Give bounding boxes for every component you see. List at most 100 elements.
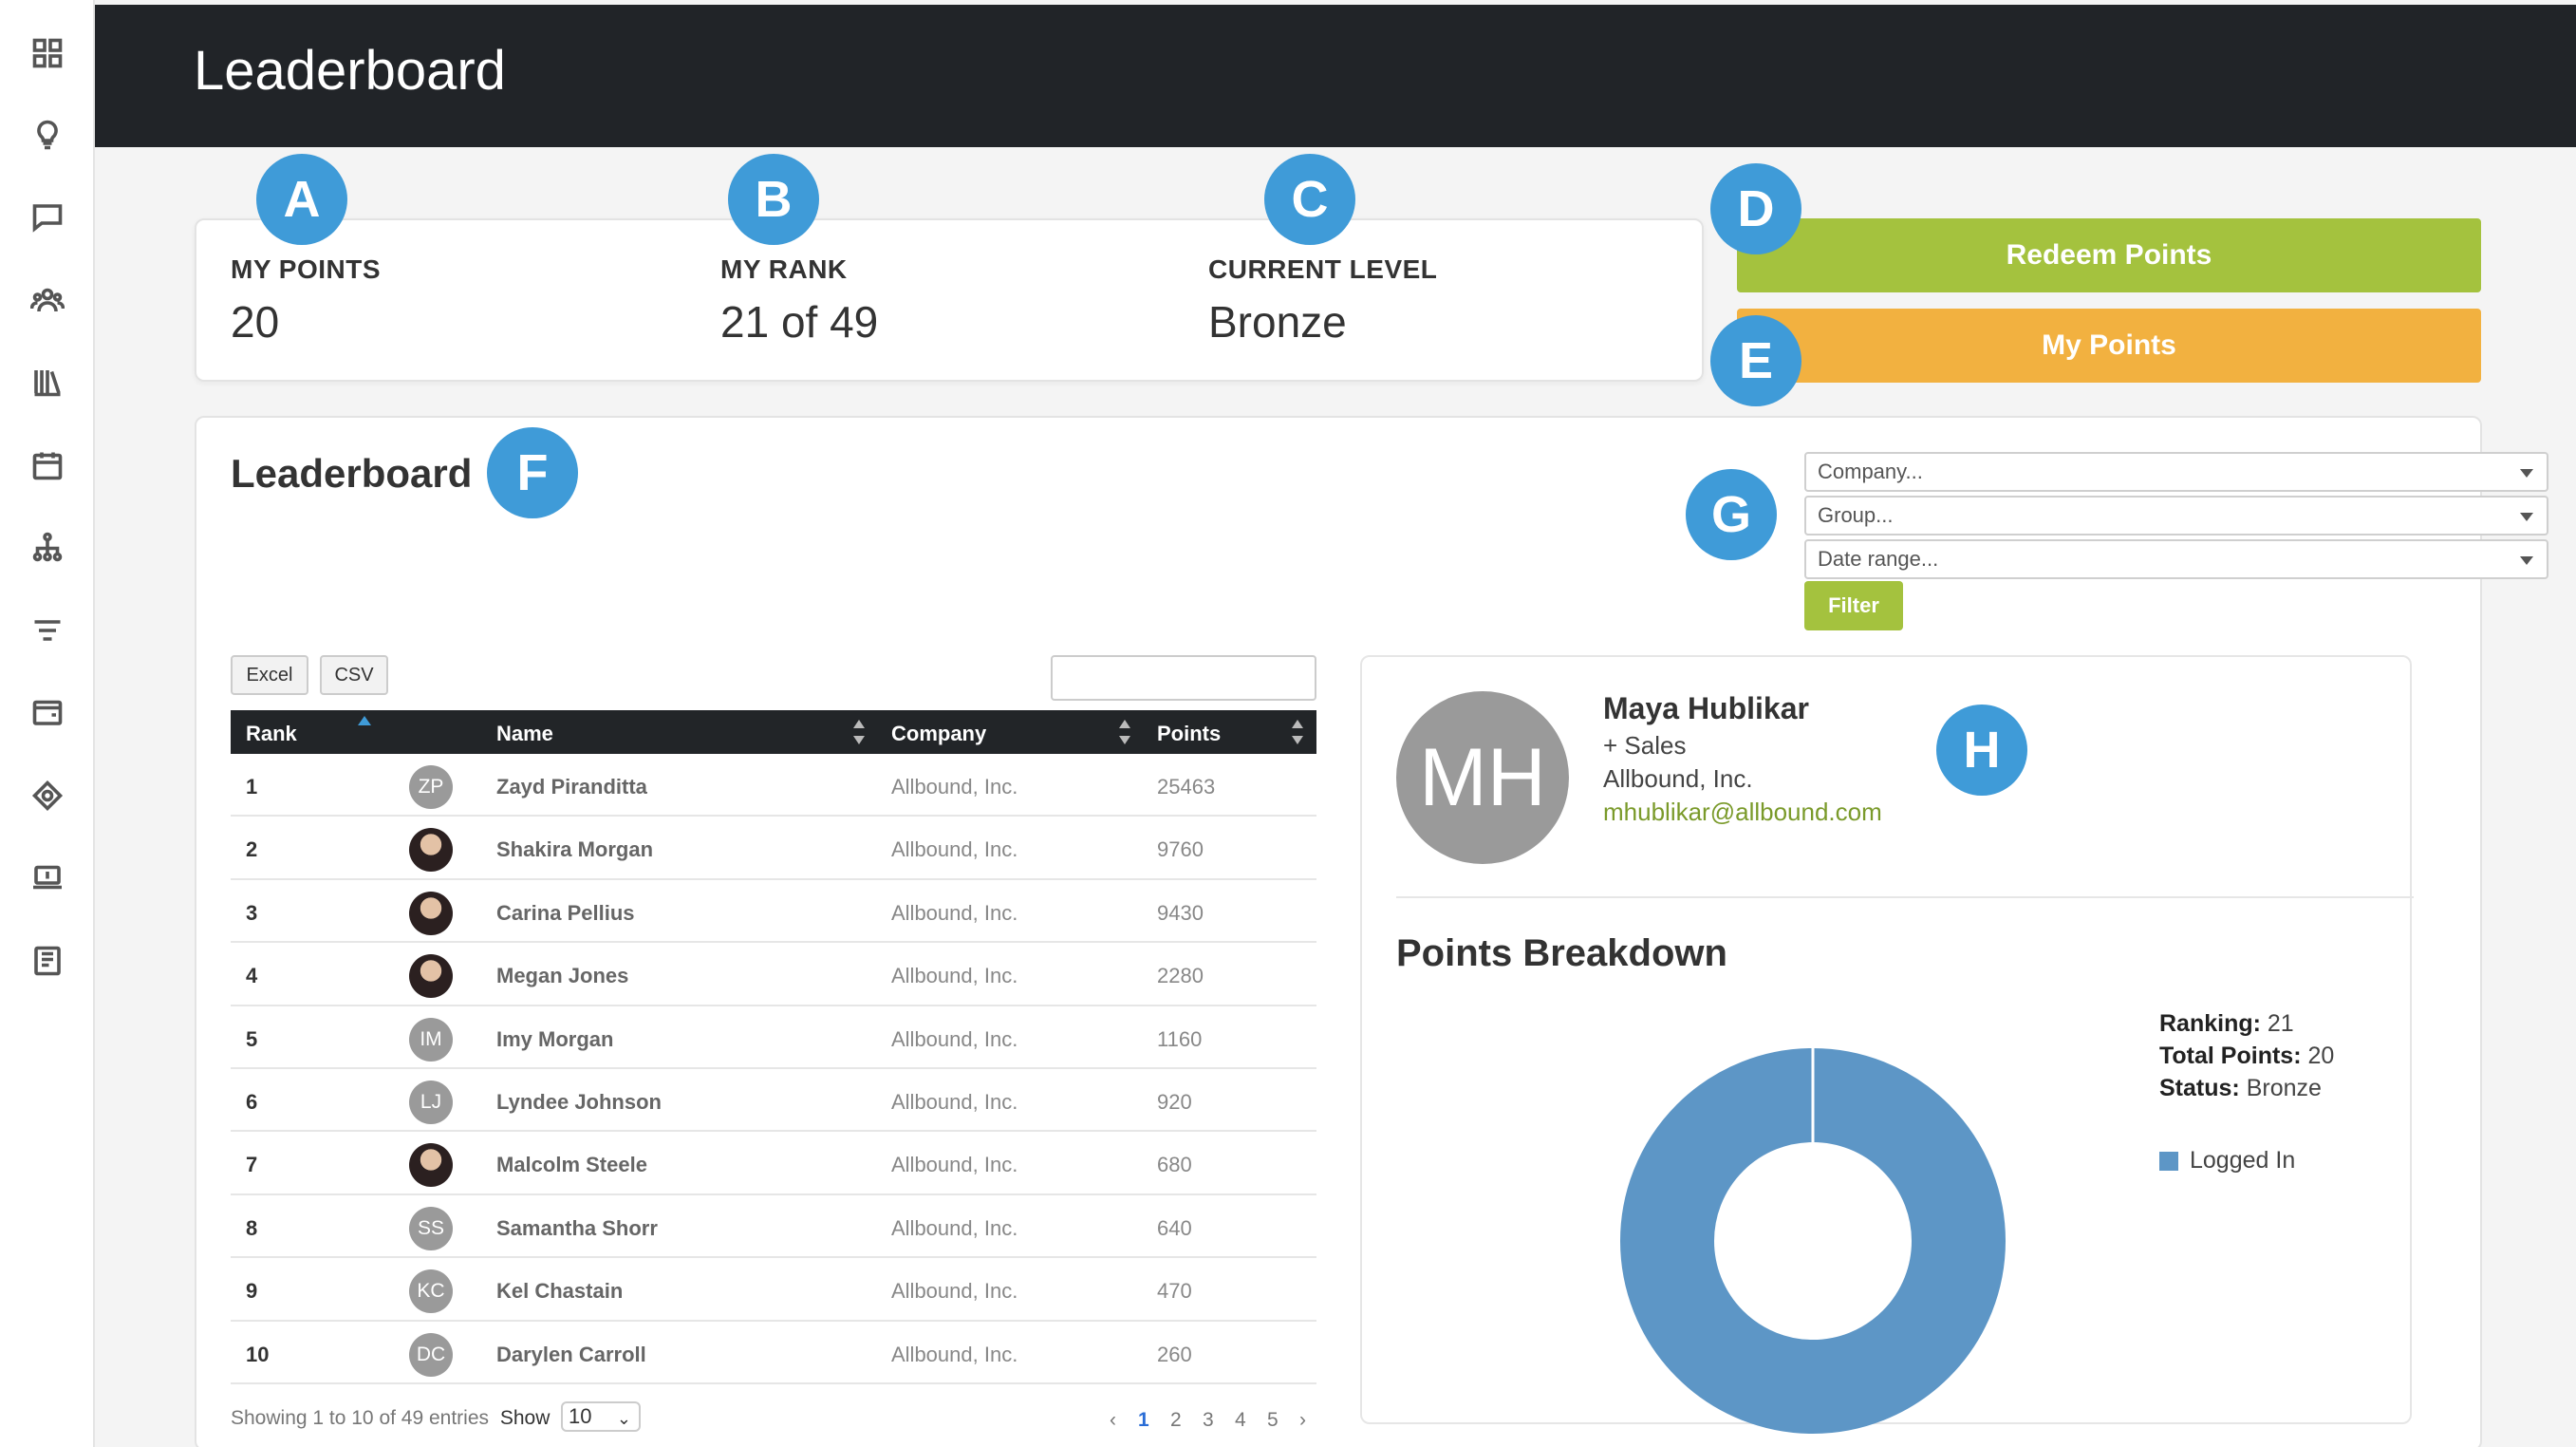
rank-cell: 4 [246, 964, 258, 988]
stat-current-level: CURRENT LEVEL Bronze [1208, 254, 1437, 348]
table-row[interactable]: 8 SS Samantha Shorr Allbound, Inc. 640 [231, 1195, 1316, 1259]
badge-h: H [1936, 705, 2027, 796]
sort-icon[interactable] [1119, 720, 1130, 744]
points-cell: 920 [1157, 1089, 1192, 1114]
divider [1396, 896, 2414, 898]
company-cell: Allbound, Inc. [891, 1215, 1018, 1240]
name-cell[interactable]: Shakira Morgan [496, 837, 654, 862]
name-cell[interactable]: Carina Pellius [496, 900, 635, 925]
page-3-button[interactable]: 3 [1203, 1409, 1214, 1431]
points-donut-chart [1620, 1048, 2006, 1434]
page-5-button[interactable]: 5 [1267, 1409, 1279, 1431]
name-cell[interactable]: Darylen Carroll [496, 1342, 646, 1366]
org-chart-icon[interactable] [28, 528, 66, 566]
table-row[interactable]: 1 ZP Zayd Piranditta Allbound, Inc. 2546… [231, 754, 1316, 817]
entries-info: Showing 1 to 10 of 49 entries Show [231, 1407, 550, 1430]
name-cell[interactable]: Malcolm Steele [496, 1153, 647, 1177]
lightbulb-icon[interactable] [28, 116, 66, 154]
sort-icon[interactable] [1292, 720, 1303, 744]
table-row[interactable]: 4 Megan Jones Allbound, Inc. 2280 [231, 943, 1316, 1006]
export-csv-button[interactable]: CSV [320, 655, 388, 695]
column-company[interactable]: Company [891, 722, 987, 745]
caret-down-icon [2520, 469, 2533, 478]
sidebar [0, 0, 95, 1447]
my-points-button[interactable]: My Points [1737, 309, 2481, 383]
next-page-button[interactable]: › [1299, 1409, 1306, 1431]
caret-down-icon [2520, 513, 2533, 521]
filter-icon[interactable] [28, 611, 66, 649]
wallet-icon[interactable] [28, 693, 66, 731]
total-points-value: 20 [2307, 1043, 2335, 1069]
sort-icon[interactable] [853, 720, 865, 744]
avatar [409, 891, 453, 935]
total-points-summary: Total Points: 20 [2159, 1043, 2334, 1070]
rank-cell: 5 [246, 1026, 258, 1051]
name-cell[interactable]: Imy Morgan [496, 1026, 614, 1051]
points-cell: 470 [1157, 1279, 1192, 1304]
group-select[interactable]: Group... [1804, 496, 2548, 536]
export-excel-button[interactable]: Excel [231, 655, 308, 695]
page-4-button[interactable]: 4 [1235, 1409, 1246, 1431]
badge-c: C [1264, 154, 1355, 245]
sort-ascending-icon[interactable] [358, 716, 371, 725]
company-select[interactable]: Company... [1804, 452, 2548, 492]
ranking-summary: Ranking: 21 [2159, 1010, 2294, 1038]
table-search-input[interactable] [1051, 655, 1316, 701]
table-row[interactable]: 3 Carina Pellius Allbound, Inc. 9430 [231, 880, 1316, 944]
dashboard-icon[interactable] [28, 34, 66, 72]
table-row[interactable]: 7 Malcolm Steele Allbound, Inc. 680 [231, 1132, 1316, 1195]
page-size-select[interactable]: 10 ⌄ [561, 1401, 641, 1432]
chat-icon[interactable] [28, 198, 66, 236]
redeem-points-button[interactable]: Redeem Points [1737, 218, 2481, 292]
name-cell[interactable]: Kel Chastain [496, 1279, 624, 1304]
profile-group[interactable]: + Sales [1603, 731, 1687, 760]
badge-f: F [487, 427, 578, 518]
rank-cell: 10 [246, 1342, 270, 1366]
table-row[interactable]: 9 KC Kel Chastain Allbound, Inc. 470 [231, 1258, 1316, 1322]
avatar: LJ [409, 1080, 453, 1124]
column-name[interactable]: Name [496, 722, 553, 745]
integration-icon[interactable] [28, 777, 66, 815]
news-icon[interactable] [28, 942, 66, 980]
column-rank[interactable]: Rank [246, 722, 297, 745]
table-header: Rank Name Company Points [231, 710, 1316, 754]
page-2-button[interactable]: 2 [1170, 1409, 1182, 1431]
table-row[interactable]: 2 Shakira Morgan Allbound, Inc. 9760 [231, 817, 1316, 880]
name-cell[interactable]: Megan Jones [496, 964, 629, 988]
rank-cell: 8 [246, 1215, 258, 1240]
laptop-icon[interactable] [28, 858, 66, 896]
page-size-value: 10 [569, 1404, 592, 1428]
profile-name: Maya Hublikar [1603, 691, 1809, 725]
group-select-value: Group... [1818, 503, 1894, 527]
stat-my-points: MY POINTS 20 [231, 254, 381, 348]
team-icon[interactable] [28, 281, 66, 319]
calendar-icon[interactable] [28, 446, 66, 484]
library-icon[interactable] [28, 363, 66, 401]
profile-avatar: MH [1396, 691, 1569, 864]
avatar [409, 1143, 453, 1188]
stat-value: 21 of 49 [720, 297, 879, 347]
name-cell[interactable]: Zayd Piranditta [496, 775, 647, 799]
company-cell: Allbound, Inc. [891, 1279, 1018, 1304]
chart-legend[interactable]: Logged In [2159, 1147, 2295, 1175]
company-cell: Allbound, Inc. [891, 837, 1018, 862]
avatar: KC [409, 1269, 453, 1314]
table-row[interactable]: 6 LJ Lyndee Johnson Allbound, Inc. 920 [231, 1069, 1316, 1133]
profile-email-link[interactable]: mhublikar@allbound.com [1603, 798, 1882, 826]
page-1-button[interactable]: 1 [1138, 1409, 1149, 1431]
name-cell[interactable]: Lyndee Johnson [496, 1089, 662, 1114]
top-header: Leaderboard [95, 5, 2576, 147]
column-points[interactable]: Points [1157, 722, 1222, 745]
points-cell: 640 [1157, 1215, 1192, 1240]
table-row[interactable]: 10 DC Darylen Carroll Allbound, Inc. 260 [231, 1322, 1316, 1384]
entries-count: Showing 1 to 10 of 49 entries [231, 1407, 490, 1429]
date-range-select[interactable]: Date range... [1804, 539, 2548, 579]
leaderboard-panel: Leaderboard Company... Group... Date ran… [195, 416, 2548, 1447]
status-label: Status: [2159, 1075, 2240, 1101]
badge-b: B [728, 154, 819, 245]
points-cell: 9760 [1157, 837, 1204, 862]
filter-button[interactable]: Filter [1804, 581, 1903, 630]
table-row[interactable]: 5 IM Imy Morgan Allbound, Inc. 1160 [231, 1006, 1316, 1069]
previous-page-button[interactable]: ‹ [1110, 1409, 1116, 1431]
name-cell[interactable]: Samantha Shorr [496, 1215, 658, 1240]
